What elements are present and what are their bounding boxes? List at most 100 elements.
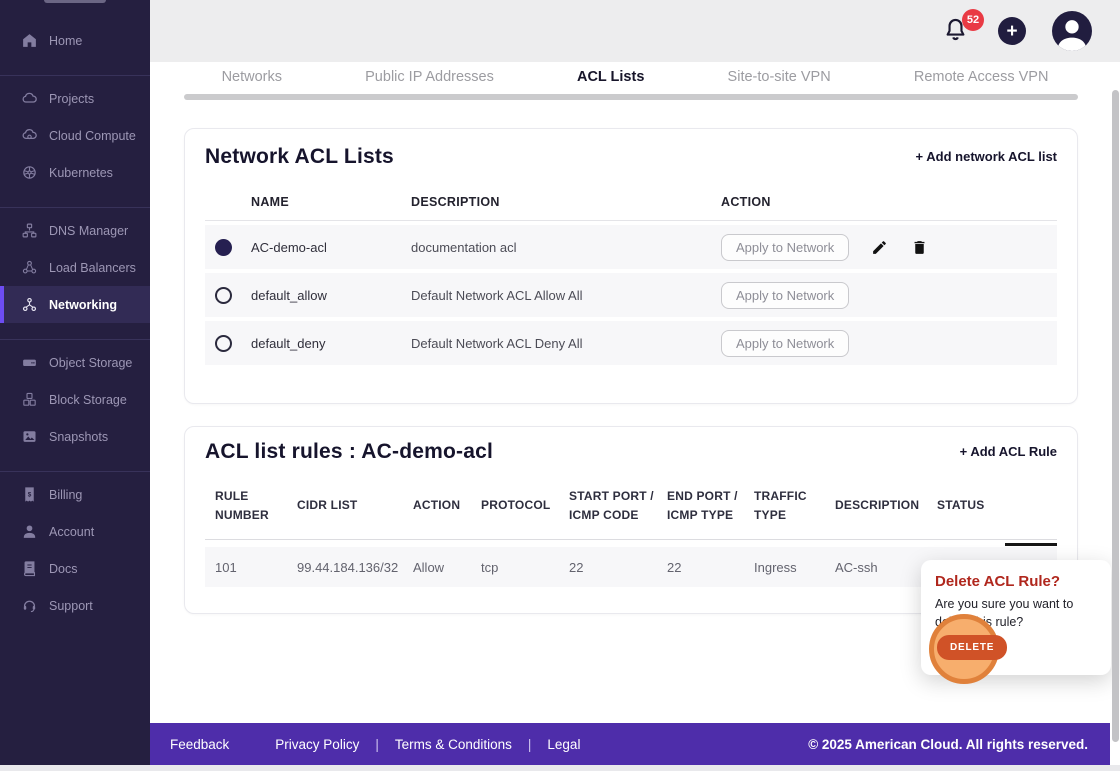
home-icon: [20, 32, 38, 50]
add-network-acl-list-link[interactable]: + Add network ACL list: [915, 149, 1057, 164]
notification-badge: 52: [962, 9, 984, 31]
sidebar-item-docs[interactable]: Docs: [0, 550, 150, 587]
cloud-compute-icon: [20, 127, 38, 145]
edit-icon[interactable]: [871, 238, 889, 256]
column-end-port: END PORT / ICMP TYPE: [667, 488, 738, 522]
card-title: Network ACL Lists: [205, 145, 394, 168]
acl-radio[interactable]: [215, 286, 232, 304]
acl-name: default_allow: [251, 287, 327, 303]
footer-link-feedback[interactable]: Feedback: [170, 736, 230, 752]
column-action: ACTION: [721, 195, 771, 209]
sidebar-divider: [0, 471, 150, 472]
main-area: 52 + Networks Public IP Addresses ACL Li…: [150, 0, 1120, 765]
column-protocol: PROTOCOL: [481, 498, 551, 513]
column-status: STATUS: [937, 498, 985, 513]
svg-text:$: $: [27, 491, 31, 498]
docs-icon: [20, 560, 38, 578]
tab-networks[interactable]: Networks: [221, 69, 282, 85]
vertical-scrollbar[interactable]: [1112, 90, 1119, 742]
column-action: ACTION: [413, 498, 461, 513]
table-row: 101 99.44.184.136/32 Allow tcp 22 22 Ing…: [205, 547, 1057, 587]
acl-radio-selected[interactable]: [215, 238, 232, 256]
copyright-text: © 2025 American Cloud. All rights reserv…: [808, 736, 1088, 752]
load-balancers-icon: [20, 259, 38, 277]
sidebar-item-networking[interactable]: Networking: [0, 286, 150, 323]
projects-icon: [20, 90, 38, 108]
notifications-button[interactable]: 52: [942, 9, 984, 47]
rule-action: Allow: [413, 559, 445, 575]
sidebar-item-block-storage[interactable]: Block Storage: [0, 381, 150, 418]
sidebar-item-cloud-compute[interactable]: Cloud Compute: [0, 117, 150, 154]
rule-traffic-type: Ingress: [754, 559, 797, 575]
acl-name: default_deny: [251, 335, 326, 351]
delete-icon[interactable]: [911, 238, 929, 256]
kubernetes-icon: [20, 164, 38, 182]
sidebar-item-account[interactable]: Account: [0, 513, 150, 550]
footer-link-terms[interactable]: Terms & Conditions: [394, 736, 512, 752]
sidebar: Home Projects Cloud Compute Kubernetes D…: [0, 0, 150, 765]
tab-remote-access-vpn[interactable]: Remote Access VPN: [913, 69, 1049, 85]
acl-rules-table-header: RULE NUMBER CIDR LIST ACTION PROTOCOL ST…: [205, 482, 1057, 540]
column-description: DESCRIPTION: [411, 195, 500, 209]
tab-site-to-site-vpn[interactable]: Site-to-site VPN: [727, 69, 831, 85]
column-cidr-list: CIDR LIST: [297, 498, 358, 513]
rule-start-port: 22: [569, 559, 584, 575]
acl-name: AC-demo-acl: [251, 239, 327, 255]
sidebar-item-dns-manager[interactable]: DNS Manager: [0, 212, 150, 249]
dns-manager-icon: [20, 222, 38, 240]
rule-protocol: tcp: [481, 559, 499, 575]
block-storage-icon: [20, 391, 38, 409]
horizontal-scrollbar[interactable]: [184, 94, 1078, 100]
tab-public-ip-addresses[interactable]: Public IP Addresses: [365, 69, 494, 85]
footer-link-privacy-policy[interactable]: Privacy Policy: [275, 736, 360, 752]
sidebar-divider: [0, 339, 150, 340]
column-description: DESCRIPTION: [835, 498, 920, 513]
sidebar-item-support[interactable]: Support: [0, 587, 150, 624]
apply-to-network-button[interactable]: Apply to Network: [721, 329, 850, 357]
sidebar-divider: [0, 207, 150, 208]
add-new-button[interactable]: +: [998, 17, 1026, 45]
snapshots-icon: [20, 428, 38, 446]
acl-lists-table-header: NAME DESCRIPTION ACTION: [205, 195, 1057, 221]
column-name: NAME: [251, 195, 290, 209]
network-acl-lists-card: Network ACL Lists + Add network ACL list…: [184, 128, 1078, 404]
sidebar-item-kubernetes[interactable]: Kubernetes: [0, 154, 150, 191]
user-avatar[interactable]: [1052, 11, 1092, 51]
acl-radio[interactable]: [215, 334, 232, 352]
sidebar-item-object-storage[interactable]: Object Storage: [0, 344, 150, 381]
tab-acl-lists[interactable]: ACL Lists: [576, 69, 645, 85]
object-storage-icon: [20, 354, 38, 372]
account-icon: [20, 523, 38, 541]
apply-to-network-button[interactable]: Apply to Network: [721, 233, 850, 261]
person-icon: [1057, 20, 1087, 51]
cidr-list: 99.44.184.136/32: [297, 559, 399, 575]
sidebar-item-projects[interactable]: Projects: [0, 80, 150, 117]
rule-number: 101: [215, 559, 237, 575]
column-traffic-type: TRAFFIC TYPE: [754, 488, 807, 522]
card-title: ACL list rules : AC-demo-acl: [205, 440, 493, 463]
table-row: AC-demo-acl documentation acl Apply to N…: [205, 225, 1057, 269]
acl-description: Default Network ACL Allow All: [411, 287, 583, 303]
column-start-port: START PORT / ICMP CODE: [569, 488, 654, 522]
networking-tabs: Networks Public IP Addresses ACL Lists S…: [150, 64, 1120, 90]
sidebar-divider: [0, 75, 150, 76]
brand-logo: [44, 0, 106, 3]
bell-icon: [946, 18, 965, 41]
add-acl-rule-link[interactable]: + Add ACL Rule: [959, 444, 1057, 459]
rule-description: AC-ssh: [835, 559, 878, 575]
sidebar-item-snapshots[interactable]: Snapshots: [0, 418, 150, 455]
footer-link-legal[interactable]: Legal: [547, 736, 581, 752]
sidebar-item-billing[interactable]: $ Billing: [0, 476, 150, 513]
status-column-underline: [1005, 543, 1057, 546]
delete-confirm-button[interactable]: DELETE: [937, 635, 1008, 660]
sidebar-item-home[interactable]: Home: [0, 22, 150, 59]
acl-description: Default Network ACL Deny All: [411, 335, 583, 351]
plus-icon: +: [1006, 20, 1018, 42]
apply-to-network-button[interactable]: Apply to Network: [721, 281, 850, 309]
sidebar-item-load-balancers[interactable]: Load Balancers: [0, 249, 150, 286]
popup-title: Delete ACL Rule?: [935, 573, 1061, 590]
bottom-strip: [0, 765, 1120, 771]
rule-end-port: 22: [667, 559, 682, 575]
acl-list-rules-card: ACL list rules : AC-demo-acl + Add ACL R…: [184, 426, 1078, 614]
footer-separator: |: [527, 736, 532, 752]
